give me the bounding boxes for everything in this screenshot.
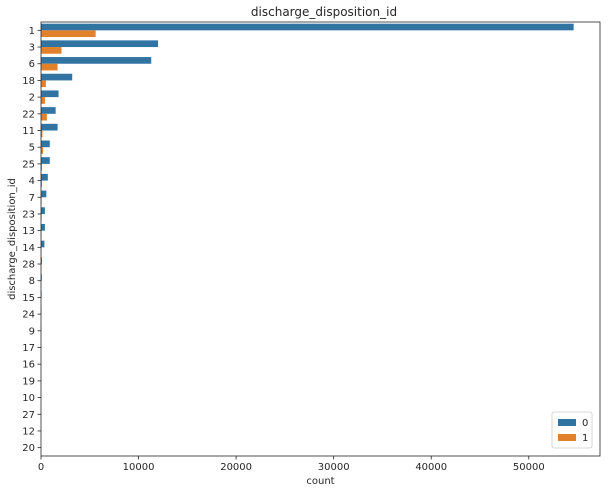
legend: 01: [551, 411, 593, 449]
bar-28-series-0: [41, 257, 42, 265]
bar-4-series-0: [41, 173, 48, 181]
x-tick-label: 40000: [415, 462, 447, 473]
plot-frame: [40, 21, 601, 457]
y-tick-label: 10: [22, 393, 35, 404]
y-tick-label: 22: [22, 109, 35, 120]
legend-swatch-1: [558, 434, 576, 441]
y-tick-label: 17: [22, 343, 35, 354]
y-tick-label: 23: [22, 209, 35, 220]
x-tick-label: 30000: [318, 462, 350, 473]
bar-23-series-0: [41, 207, 45, 214]
plot-area: [41, 23, 574, 455]
y-tick-label: 19: [22, 376, 35, 387]
y-tick-label: 9: [29, 326, 35, 337]
bar-14-series-0: [41, 240, 45, 248]
bar-11-series-1: [41, 130, 43, 138]
y-tick-label: 12: [22, 426, 35, 437]
bar-18-series-1: [41, 80, 46, 88]
bar-25-series-1: [41, 163, 42, 171]
bar-6-series-1: [41, 63, 58, 71]
y-tick-label: 25: [22, 159, 35, 170]
y-tick-label: 14: [22, 243, 35, 254]
legend-label-0: 0: [582, 418, 588, 429]
y-axis-label: discharge_disposition_id: [7, 178, 18, 300]
chart-title: discharge_disposition_id: [251, 5, 397, 19]
y-tick-label: 13: [22, 226, 35, 237]
bar-18-series-0: [41, 73, 73, 81]
x-axis-label: count: [306, 476, 334, 487]
bar-25-series-0: [41, 157, 50, 164]
y-tick-label: 2: [29, 93, 35, 104]
bar-5-series-0: [41, 140, 50, 148]
legend-swatch-0: [558, 419, 576, 426]
y-tick-label: 1: [29, 26, 35, 37]
bar-6-series-0: [41, 57, 152, 64]
y-tick-label: 27: [22, 410, 35, 421]
bar-5-series-1: [41, 147, 43, 154]
bar-2-series-0: [41, 90, 59, 98]
bar-2-series-1: [41, 97, 45, 104]
bar-22-series-0: [41, 107, 56, 114]
legend-label-1: 1: [582, 433, 588, 444]
y-tick-label: 24: [22, 310, 35, 321]
bar-11-series-0: [41, 123, 58, 131]
bar-3-series-0: [41, 40, 159, 48]
y-tick-label: 15: [22, 293, 35, 304]
bar-1-series-0: [41, 23, 574, 31]
bar-22-series-1: [41, 113, 47, 121]
y-tick-label: 3: [29, 43, 35, 54]
y-tick-label: 5: [29, 143, 35, 154]
bar-3-series-1: [41, 47, 62, 54]
x-tick-label: 20000: [220, 462, 252, 473]
y-tick-label: 16: [22, 360, 35, 371]
y-tick-label: 11: [22, 126, 35, 137]
bar-7-series-0: [41, 190, 47, 198]
bar-1-series-1: [41, 30, 96, 38]
x-axis-ticks: 0 10000 20000 30000 40000 50000: [38, 456, 545, 473]
y-tick-label: 7: [29, 193, 35, 204]
y-tick-label: 20: [22, 443, 35, 454]
y-axis-ticks: 1361822211525472313142881524917161910271…: [22, 26, 41, 454]
x-tick-label: 10000: [123, 462, 155, 473]
y-tick-label: 18: [22, 76, 35, 87]
x-tick-label: 0: [38, 462, 44, 473]
bar-4-series-1: [41, 180, 42, 188]
y-tick-label: 4: [29, 176, 35, 187]
y-tick-label: 8: [29, 276, 35, 287]
x-tick-label: 50000: [513, 462, 545, 473]
y-tick-label: 28: [22, 260, 35, 271]
y-tick-label: 6: [29, 59, 35, 70]
bar-13-series-0: [41, 223, 45, 231]
